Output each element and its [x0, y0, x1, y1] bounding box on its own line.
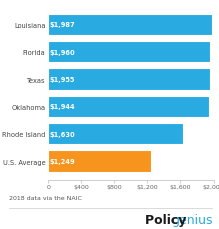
Text: $1,955: $1,955 [49, 77, 74, 83]
Bar [48, 123, 183, 145]
Bar [48, 42, 210, 63]
Text: $1,987: $1,987 [49, 22, 75, 28]
Bar [48, 69, 210, 90]
Text: $1,630: $1,630 [49, 131, 75, 137]
Text: $1,960: $1,960 [49, 49, 75, 55]
Text: $1,249: $1,249 [49, 158, 75, 164]
Text: Policy: Policy [145, 213, 212, 226]
Bar [48, 96, 209, 117]
Text: $1,944: $1,944 [49, 104, 75, 110]
Bar [48, 15, 212, 36]
Bar [48, 151, 151, 172]
Text: 2018 data via the NAIC: 2018 data via the NAIC [9, 196, 82, 201]
Text: genius: genius [171, 213, 212, 226]
